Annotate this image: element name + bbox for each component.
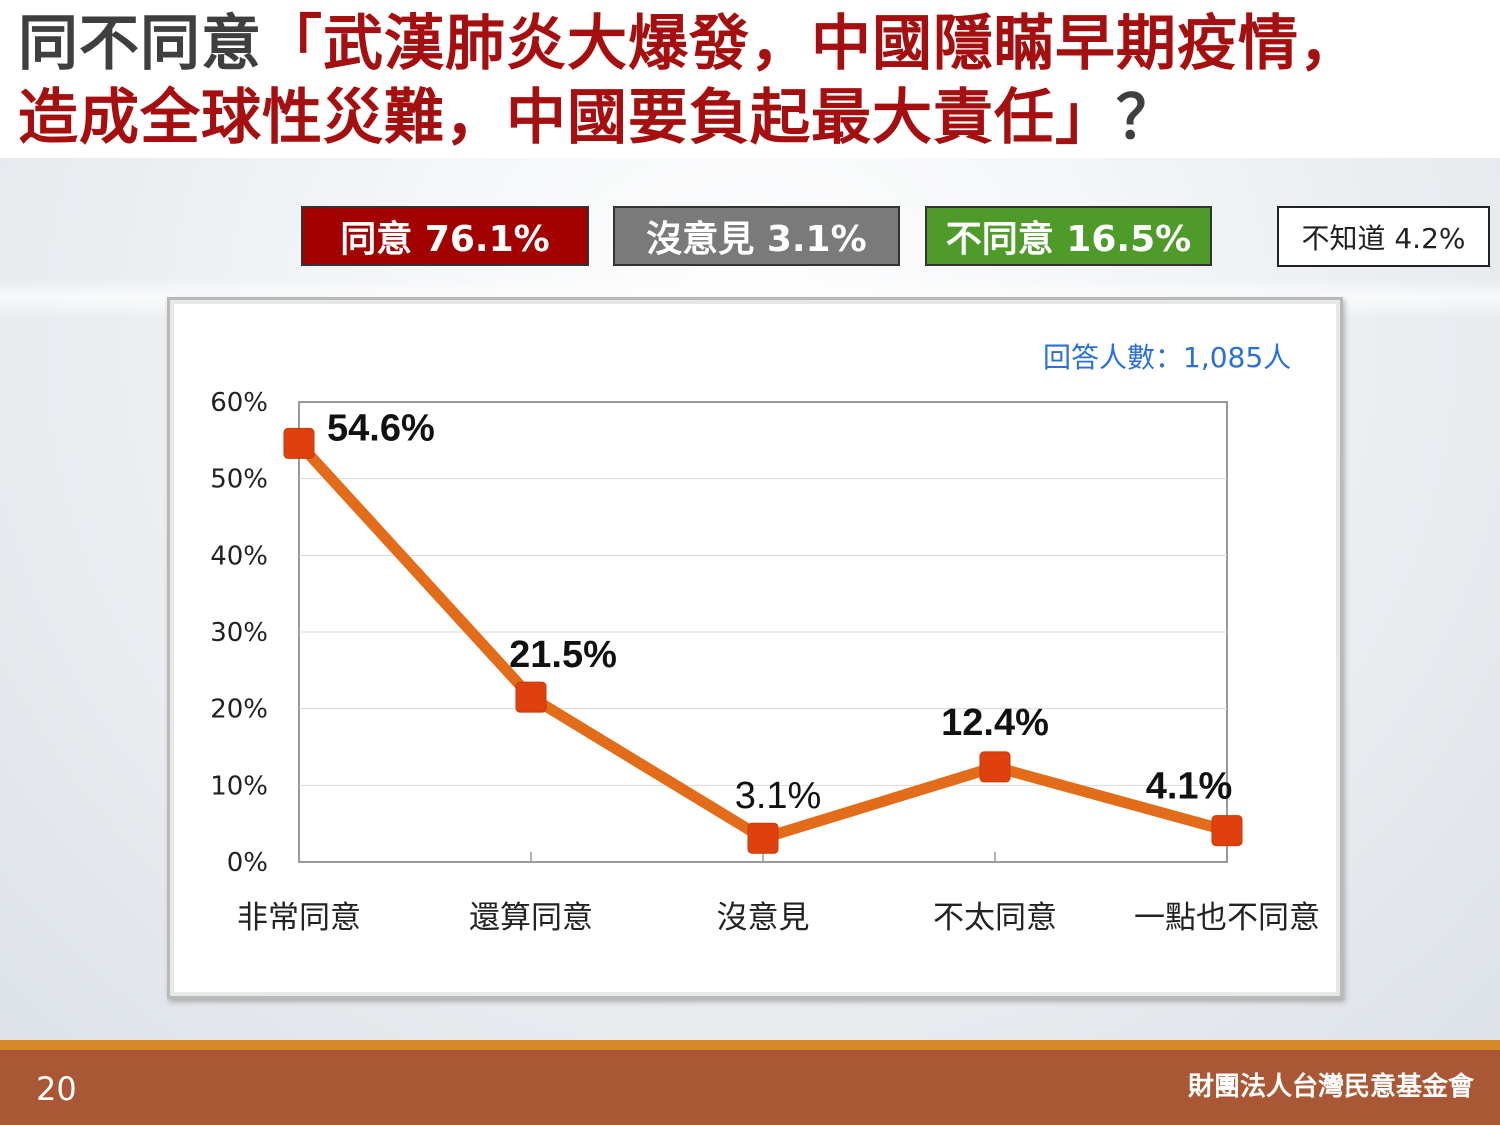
page-number: 20 [36,1070,77,1108]
y-tick-label: 40% [210,541,268,571]
title-line-2: 造成全球性災難，中國要負起最大責任」？ [18,82,1177,154]
title-prefix: 同不同意 [18,9,262,79]
data-label: 54.6% [327,407,435,449]
summary-unknown-badge: 不知道 4.2% [1277,206,1490,267]
title-statement-line-1: 「武漢肺炎大爆發，中國隱瞞早期疫情， [262,9,1360,79]
data-label: 21.5% [509,634,617,676]
title-statement-line-2: 造成全球性災難，中國要負起最大責任」 [18,83,1116,153]
organization-name: 財團法人台灣民意基金會 [1187,1072,1474,1102]
data-point-marker [747,822,779,854]
title-line-1: 同不同意「武漢肺炎大爆發，中國隱瞞早期疫情， [18,8,1360,80]
data-label: 12.4% [941,702,1049,744]
data-point-marker [283,427,315,459]
data-label: 4.1% [1146,766,1233,808]
x-tick-label: 不太同意 [933,900,1057,936]
y-tick-label: 10% [210,771,268,801]
y-tick-label: 50% [210,465,268,495]
x-tick-label: 沒意見 [717,900,810,936]
y-tick-label: 20% [210,695,268,725]
y-tick-label: 60% [210,388,268,418]
summary-neutral-badge: 沒意見 3.1% [613,206,900,266]
data-label: 3.1% [735,775,822,817]
summary-disagree-badge: 不同意 16.5% [925,206,1212,266]
y-tick-label: 0% [227,848,268,878]
x-tick-label: 還算同意 [469,900,593,936]
footer-bar [0,1050,1500,1125]
chart-frame [167,297,1343,999]
data-point-marker [1211,815,1243,847]
y-tick-label: 30% [210,618,268,648]
x-tick-label: 一點也不同意 [1134,900,1320,936]
footer-accent-strip [0,1040,1500,1050]
title-suffix: ？ [1116,83,1177,153]
summary-agree-badge: 同意 76.1% [301,206,589,266]
data-point-marker [515,681,547,713]
x-tick-label: 非常同意 [237,900,361,936]
slide-title: 同不同意「武漢肺炎大爆發，中國隱瞞早期疫情， 造成全球性災難，中國要負起最大責任… [0,0,1500,158]
respondent-count: 回答人數：1,085人 [1043,341,1292,374]
data-point-marker [979,751,1011,783]
